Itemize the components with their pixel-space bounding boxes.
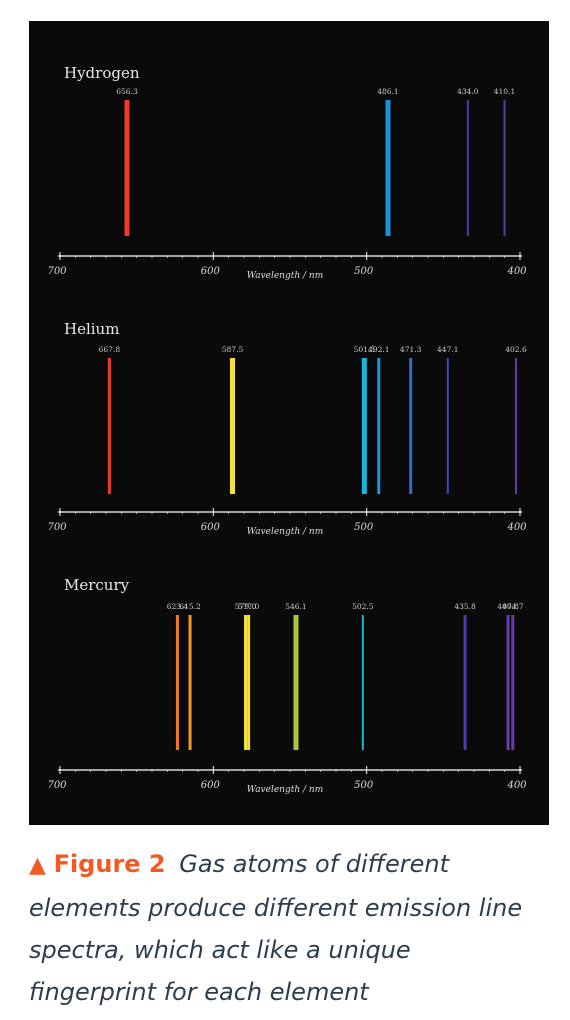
hydrogen-emission-line-3 bbox=[503, 100, 506, 236]
mercury-emission-line-0 bbox=[175, 615, 179, 750]
helium-emission-line-5 bbox=[446, 358, 449, 494]
hydrogen-line-label-2: 434.0 bbox=[457, 87, 479, 96]
mercury-line-label-2: 579.0 bbox=[235, 602, 257, 611]
mercury-title: Mercury bbox=[64, 576, 130, 594]
mercury-emission-line-4 bbox=[293, 615, 299, 750]
hydrogen-line-label-0: 656.3 bbox=[116, 87, 138, 96]
hydrogen-emission-line-1 bbox=[385, 100, 391, 236]
helium-tick-label-3: 400 bbox=[506, 522, 527, 533]
helium-line-label-0: 667.8 bbox=[99, 345, 121, 354]
mercury-emission-line-5 bbox=[361, 615, 364, 750]
mercury-emission-line-8 bbox=[511, 615, 515, 750]
mercury-emission-line-3 bbox=[247, 615, 251, 750]
hydrogen-line-label-1: 486.1 bbox=[377, 87, 398, 96]
helium-line-label-5: 447.1 bbox=[437, 345, 458, 354]
caption-text: Gas atoms of different elements produce … bbox=[29, 850, 523, 1006]
helium-line-label-6: 402.6 bbox=[505, 345, 527, 354]
helium-line-label-1: 587.5 bbox=[222, 345, 244, 354]
helium-emission-line-6 bbox=[515, 358, 518, 494]
mercury-line-label-6: 435.8 bbox=[454, 602, 476, 611]
helium-line-label-2: 501.5 bbox=[354, 345, 376, 354]
mercury-line-label-8: 404.7 bbox=[502, 602, 524, 611]
spectra-chart: Hydrogen 656.3 486.1 434.0 410.1 700 600 500 400… bbox=[47, 64, 527, 795]
triangle-icon: ▲ bbox=[29, 853, 46, 878]
mercury-emission-line-1 bbox=[188, 615, 192, 750]
mercury-emission-line-6 bbox=[463, 615, 467, 750]
mercury-axis-title: Wavelength / nm bbox=[247, 785, 324, 795]
helium-emission-line-0 bbox=[107, 358, 111, 494]
helium-tick-label-2: 500 bbox=[354, 522, 374, 533]
mercury-emission-line-7 bbox=[506, 615, 510, 750]
helium-emission-line-3 bbox=[377, 358, 381, 494]
mercury-line-label-3: 577.0 bbox=[238, 602, 260, 611]
helium-emission-line-1 bbox=[230, 358, 235, 494]
mercury-line-label-5: 502.5 bbox=[352, 602, 374, 611]
helium-tick-label-0: 700 bbox=[47, 522, 67, 533]
mercury-tick-label-2: 500 bbox=[354, 780, 374, 791]
mercury-tick-label-3: 400 bbox=[506, 780, 527, 791]
hydrogen-emission-line-0 bbox=[124, 100, 130, 236]
hydrogen-tick-label-2: 500 bbox=[354, 266, 374, 277]
figure-panel: Hydrogen 656.3 486.1 434.0 410.1 700 600 500 400… bbox=[29, 21, 549, 825]
hydrogen-tick-label-0: 700 bbox=[47, 266, 67, 277]
helium-axis-title: Wavelength / nm bbox=[247, 527, 324, 537]
hydrogen-emission-line-2 bbox=[466, 100, 469, 236]
hydrogen-tick-label-1: 600 bbox=[201, 266, 221, 277]
figure-caption: ▲ Figure 2 Gas atoms of different elemen… bbox=[29, 843, 529, 1013]
mercury-line-label-0: 623.4 bbox=[167, 602, 189, 611]
hydrogen-title: Hydrogen bbox=[64, 64, 140, 82]
helium-emission-line-4 bbox=[409, 358, 413, 494]
helium-line-label-4: 471.3 bbox=[400, 345, 422, 354]
hydrogen-tick-label-3: 400 bbox=[506, 266, 527, 277]
figure-label: Figure 2 bbox=[53, 850, 166, 878]
hydrogen-axis-title: Wavelength / nm bbox=[247, 271, 324, 281]
mercury-line-label-7: 407.8 bbox=[497, 602, 519, 611]
helium-tick-label-1: 600 bbox=[201, 522, 221, 533]
mercury-line-label-1: 615.2 bbox=[179, 602, 201, 611]
mercury-line-label-4: 546.1 bbox=[285, 602, 306, 611]
helium-emission-line-2 bbox=[361, 358, 367, 494]
mercury-tick-label-1: 600 bbox=[201, 780, 221, 791]
helium-title: Helium bbox=[64, 320, 119, 338]
hydrogen-line-label-3: 410.1 bbox=[494, 87, 515, 96]
helium-line-label-3: 492.1 bbox=[368, 345, 389, 354]
mercury-tick-label-0: 700 bbox=[47, 780, 67, 791]
mercury-emission-line-2 bbox=[244, 615, 248, 750]
